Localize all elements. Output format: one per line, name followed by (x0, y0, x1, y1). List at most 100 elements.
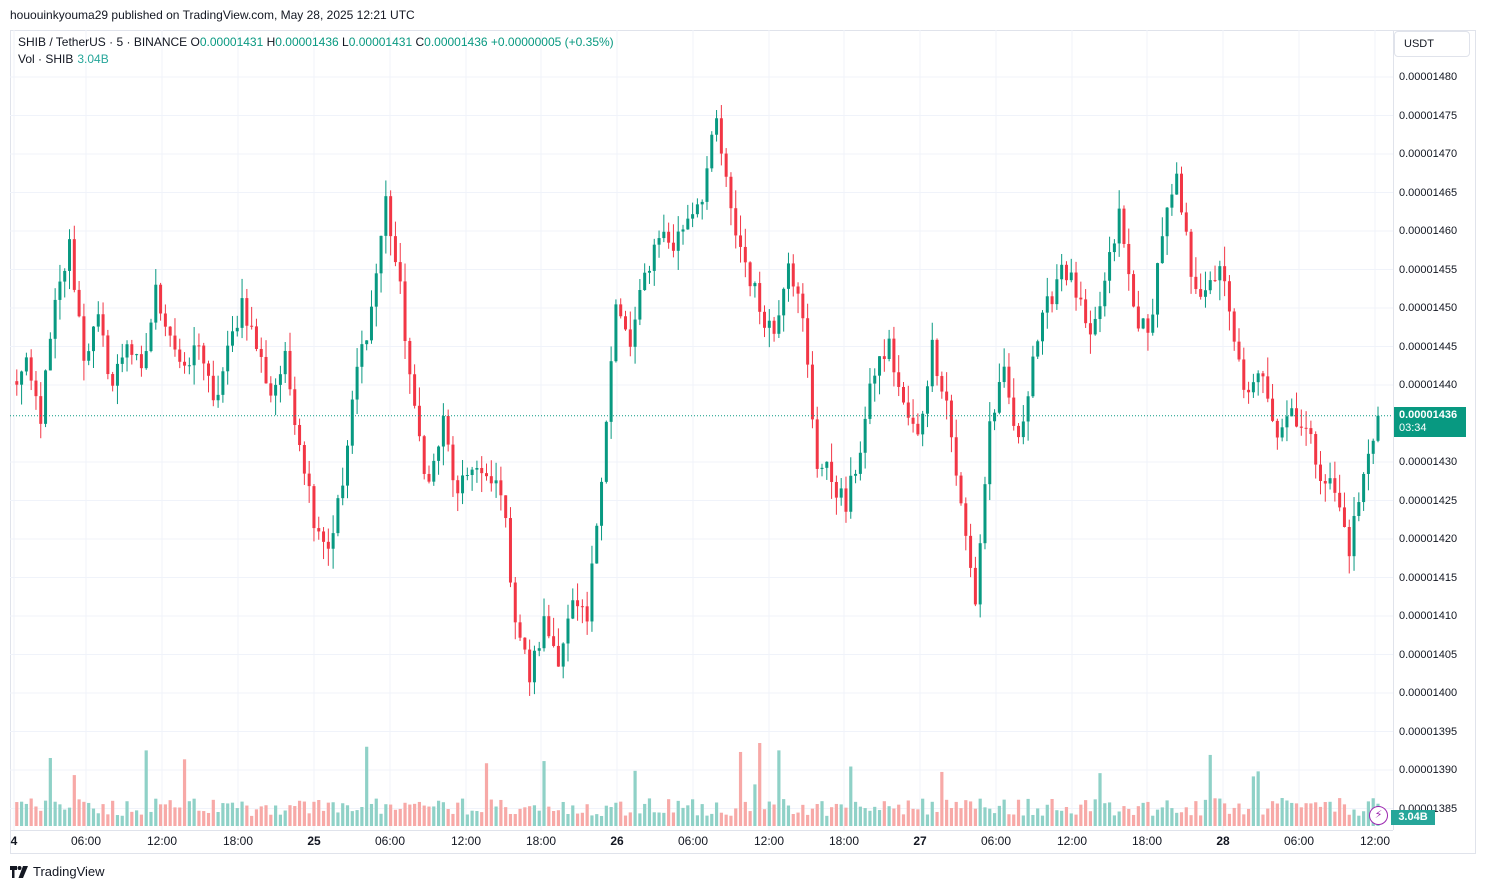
volume-bar (1323, 801, 1327, 826)
time-axis[interactable] (10, 830, 1393, 854)
volume-bar (451, 813, 455, 826)
candle-body (916, 423, 920, 435)
candle-body (44, 370, 48, 424)
candle-body (667, 231, 671, 243)
candle-body (1271, 398, 1275, 421)
tradingview-brand[interactable]: TradingView (10, 864, 105, 879)
publish-info: hououinkyouma29 published on TradingView… (10, 8, 415, 22)
volume-bar (791, 814, 795, 826)
volume-bar (120, 815, 124, 826)
candle-body (901, 386, 905, 403)
volume-bar (1016, 799, 1021, 826)
volume-bar (992, 813, 997, 826)
candle-body (710, 134, 714, 169)
candle-body (183, 361, 187, 366)
volume-bar (1179, 812, 1184, 826)
volume-bar (667, 799, 671, 826)
time-tick-label: 26 (610, 834, 624, 848)
volume-bar (1338, 798, 1342, 826)
candle-body (786, 263, 790, 289)
price-tick-label: 0.00001475 (1399, 109, 1458, 122)
candle-body (676, 231, 680, 251)
candle-body (1151, 314, 1155, 333)
volume-bar (489, 799, 493, 826)
lightning-icon[interactable]: ⚡ (1369, 806, 1388, 825)
volume-bar (413, 803, 417, 826)
symbol-title[interactable]: SHIB / TetherUS · 5 · BINANCE (18, 35, 188, 49)
symbol-legend: SHIB / TetherUS · 5 · BINANCE O0.0000143… (18, 35, 614, 49)
price-chart[interactable] (10, 30, 1393, 830)
candle-body (834, 481, 838, 498)
candle-body (312, 486, 316, 529)
time-tick-label: 25 (307, 834, 321, 848)
candle-body (1213, 280, 1217, 282)
volume-bar (1208, 754, 1212, 826)
volume-bar (470, 810, 474, 826)
volume-bar (1045, 804, 1049, 826)
volume-bar (1333, 811, 1337, 826)
candle-body (542, 616, 546, 649)
candle-body (1117, 208, 1121, 244)
candle-body (873, 375, 877, 384)
candle-body (1079, 297, 1083, 300)
volume-bar (230, 802, 235, 826)
candle-body (576, 600, 580, 607)
candle-body (892, 338, 896, 373)
volume-bar (1060, 810, 1064, 826)
time-tick-label: 06:00 (677, 834, 709, 848)
candle-body (34, 380, 38, 397)
candle-body (393, 236, 397, 263)
volume-bar (1223, 803, 1227, 826)
volume-bar (542, 761, 546, 826)
candle-body (302, 445, 306, 474)
currency-button[interactable]: USDT (1394, 31, 1470, 57)
candle-body (1352, 515, 1356, 557)
volume-bar (968, 801, 973, 826)
volume-bar (1103, 803, 1107, 826)
volume-bar (1146, 801, 1150, 826)
candle-body (413, 374, 417, 406)
candle-body (830, 461, 834, 482)
time-tick-label: 12:00 (1056, 834, 1088, 848)
candle-body (1376, 415, 1380, 441)
candle-body (360, 344, 364, 367)
volume-bar (202, 811, 206, 826)
volume-bar (403, 802, 407, 826)
volume-bar (676, 800, 680, 826)
volume-bar (973, 808, 977, 826)
volume-bar (815, 804, 819, 826)
candle-body (1084, 299, 1088, 324)
candle-body (470, 469, 474, 476)
candle-body (427, 473, 431, 482)
candle-body (552, 636, 556, 646)
candle-body (978, 543, 982, 605)
candle-body (1175, 173, 1179, 195)
candle-body (437, 446, 441, 461)
chart-pane[interactable] (10, 30, 1393, 830)
candle-body (1156, 263, 1160, 315)
price-axis[interactable] (1393, 30, 1475, 830)
volume-bar (1318, 806, 1323, 826)
volume-bar (772, 804, 776, 826)
volume-bar (465, 814, 469, 826)
candle-body (777, 315, 781, 334)
candle-body (115, 363, 119, 386)
volume-bar (662, 812, 666, 826)
volume-bar (1165, 800, 1169, 826)
candle-body (187, 365, 191, 367)
candle-body (993, 412, 997, 422)
volume-bar (748, 811, 752, 826)
volume-bar (614, 802, 618, 826)
candle-body (355, 366, 359, 400)
volume-bar (365, 746, 369, 826)
volume-bar (139, 814, 144, 826)
candle-body (63, 270, 67, 282)
candle-body (230, 331, 234, 346)
candle-body (705, 168, 709, 202)
volume-label[interactable]: Vol · SHIB (18, 52, 74, 66)
volume-bar (897, 804, 901, 826)
candle-body (1021, 421, 1025, 438)
volume-bar (345, 805, 350, 826)
candle-body (921, 413, 925, 435)
volume-bar (734, 808, 738, 826)
